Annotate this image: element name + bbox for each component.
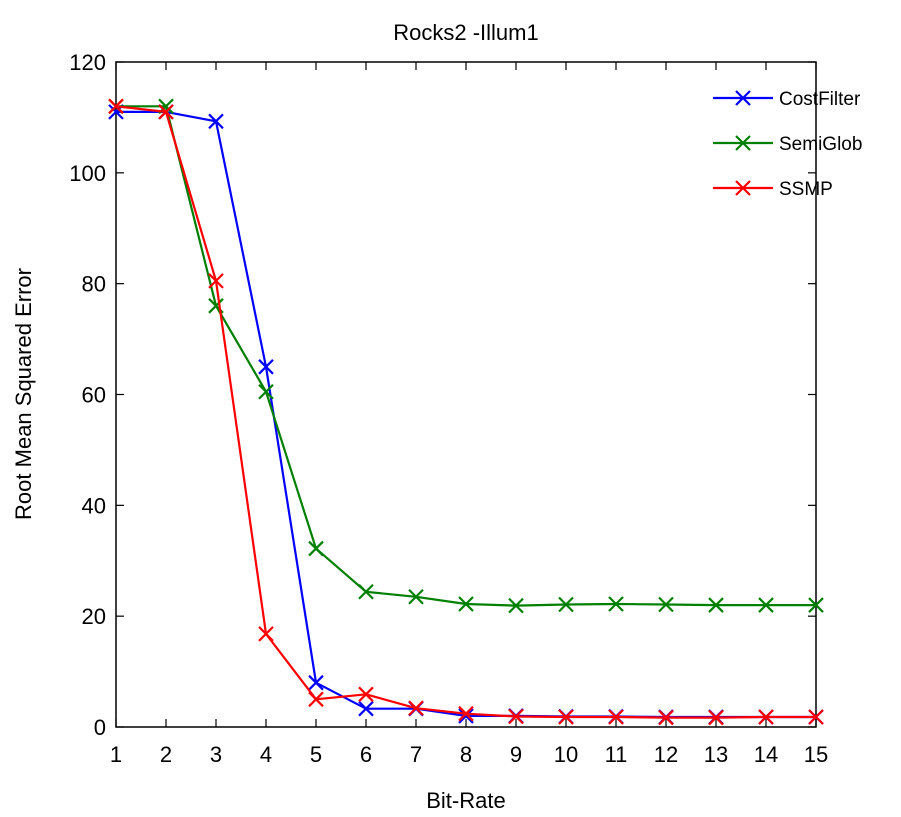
data-point-semiglob xyxy=(458,596,474,612)
data-point-semiglob xyxy=(708,597,724,613)
data-point-costfilter xyxy=(208,113,224,130)
series-line-costfilter xyxy=(116,110,816,719)
x-tick-label: 7 xyxy=(410,742,422,767)
data-point-costfilter xyxy=(458,708,474,724)
x-tick-label: 14 xyxy=(754,742,778,767)
data-point-ssmp xyxy=(558,709,574,725)
x-tick-label: 12 xyxy=(654,742,678,767)
legend-label: SSMP xyxy=(779,179,833,200)
data-point-semiglob xyxy=(358,584,374,600)
series-line-semiglob xyxy=(116,105,816,607)
data-point-ssmp xyxy=(358,686,374,703)
y-tick-label: 40 xyxy=(82,493,106,518)
data-point-ssmp xyxy=(408,700,424,716)
data-point-semiglob xyxy=(758,597,774,613)
legend-label: CostFilter xyxy=(779,89,861,110)
data-point-semiglob xyxy=(658,596,674,613)
legend-item-costfilter: CostFilter xyxy=(713,89,861,110)
data-point-semiglob xyxy=(408,588,424,605)
y-tick-label: 80 xyxy=(82,272,106,297)
data-point-semiglob xyxy=(308,540,324,557)
data-point-ssmp xyxy=(758,709,774,725)
data-point-ssmp xyxy=(708,709,724,726)
y-tick-label: 100 xyxy=(69,161,106,186)
x-tick-label: 10 xyxy=(554,742,578,767)
data-point-semiglob xyxy=(258,383,274,400)
data-point-ssmp xyxy=(808,709,824,725)
x-tick-label: 4 xyxy=(260,742,272,767)
x-tick-label: 5 xyxy=(310,742,322,767)
x-tick-label: 13 xyxy=(704,742,728,767)
data-point-ssmp xyxy=(108,98,124,115)
data-point-costfilter xyxy=(358,700,374,717)
series-line-ssmp xyxy=(115,105,816,719)
x-tick-label: 11 xyxy=(605,742,628,767)
y-tick-label: 120 xyxy=(69,50,106,75)
x-tick-label: 9 xyxy=(510,742,522,767)
data-point-ssmp xyxy=(508,708,524,725)
chart-title: Rocks2 -Illum1 xyxy=(393,20,538,45)
data-point-costfilter xyxy=(308,674,324,691)
y-tick-label: 0 xyxy=(94,715,106,740)
data-point-ssmp xyxy=(458,705,474,722)
x-tick-label: 3 xyxy=(210,742,222,767)
data-point-costfilter xyxy=(258,359,274,375)
data-point-ssmp xyxy=(158,104,174,120)
y-tick-label: 60 xyxy=(82,383,106,408)
x-tick-label: 8 xyxy=(460,742,472,767)
data-point-semiglob xyxy=(558,596,574,613)
legend-item-ssmp: SSMP xyxy=(713,179,833,200)
x-tick-label: 2 xyxy=(160,742,172,767)
data-point-ssmp xyxy=(608,709,624,725)
x-tick-label: 6 xyxy=(360,742,372,767)
data-point-semiglob xyxy=(808,597,824,613)
plot-area-frame xyxy=(115,61,817,728)
x-tick-label: 1 xyxy=(110,742,122,767)
legend-label: SemiGlob xyxy=(779,134,862,155)
series-layer xyxy=(108,98,824,726)
y-tick-label: 20 xyxy=(82,604,106,629)
legend-item-semiglob: SemiGlob xyxy=(713,134,862,155)
data-point-semiglob xyxy=(608,596,624,612)
data-point-ssmp xyxy=(658,709,674,726)
y-axis-label: Root Mean Squared Error xyxy=(11,268,36,520)
data-point-ssmp xyxy=(258,626,274,642)
data-point-ssmp xyxy=(208,273,224,289)
data-point-ssmp xyxy=(308,691,324,708)
data-point-semiglob xyxy=(508,597,524,614)
x-tick-label: 15 xyxy=(804,742,828,767)
legend: CostFilter SemiGlob SSMP xyxy=(713,89,862,200)
x-axis-label: Bit-Rate xyxy=(426,788,505,813)
